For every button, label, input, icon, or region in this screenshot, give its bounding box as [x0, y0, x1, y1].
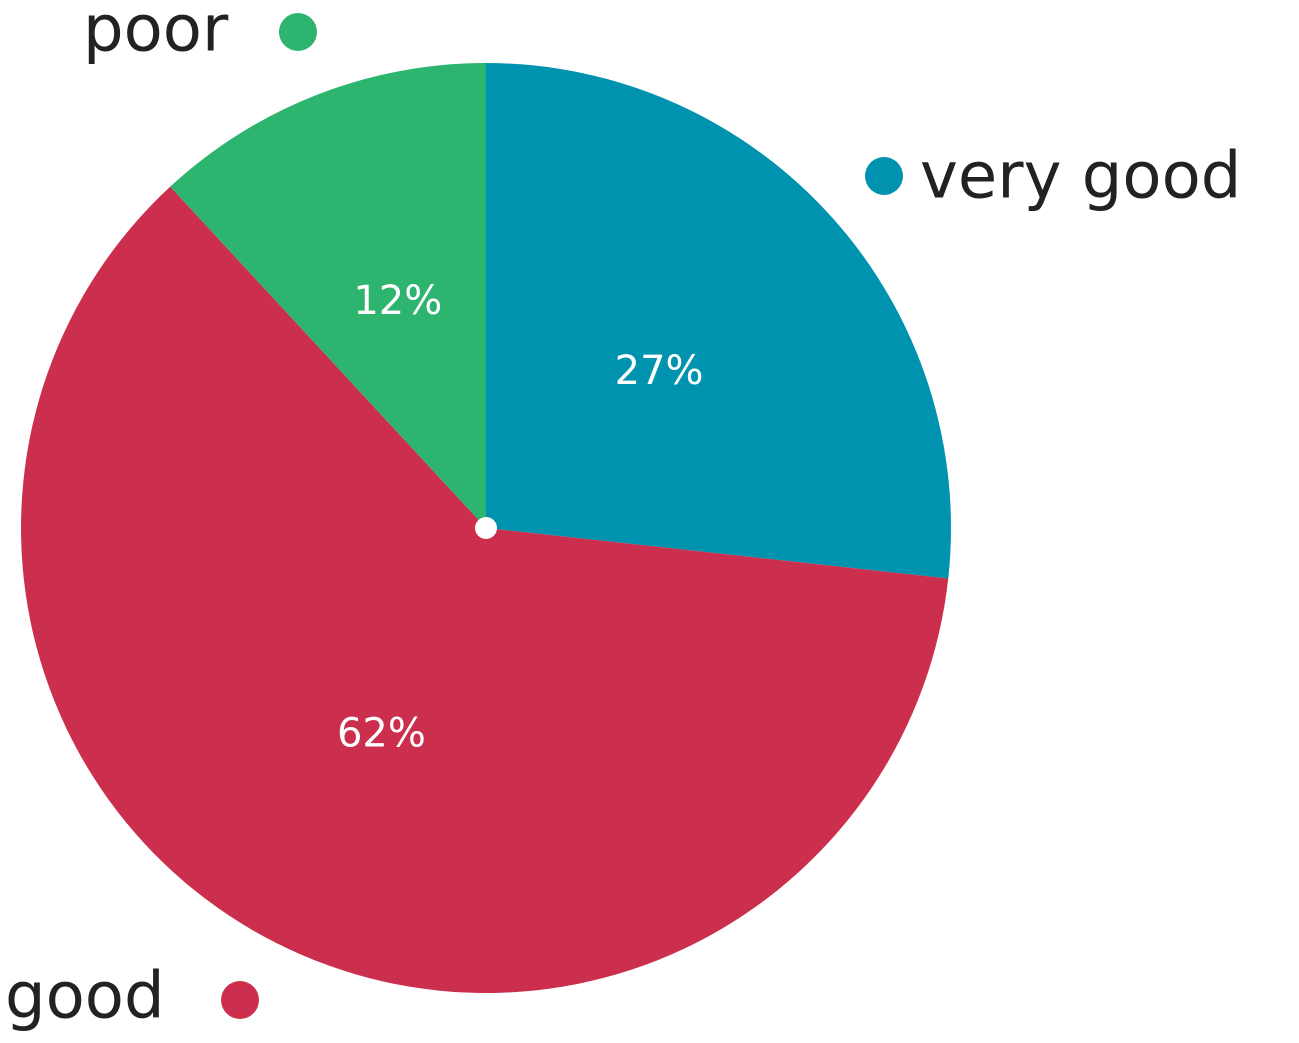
legend-item-good: good	[5, 960, 259, 1034]
legend-item-poor: poor	[83, 0, 317, 67]
pie-slices	[20, 63, 952, 993]
pie-slice-labels: 27% 62% 12%	[337, 278, 704, 757]
pie-center-dot	[475, 517, 497, 539]
legend-good-marker	[221, 981, 259, 1019]
slice-label-poor: 12%	[353, 278, 442, 324]
legend-good-label: good	[5, 960, 165, 1034]
legend-poor-marker	[279, 13, 317, 51]
slice-label-good: 62%	[337, 711, 426, 757]
slice-label-very-good: 27%	[615, 348, 704, 394]
pie-slice-very-good	[486, 63, 952, 579]
legend-very-good-marker	[865, 157, 903, 195]
legend-item-very-good: very good	[865, 140, 1241, 214]
legend-poor-label: poor	[83, 0, 229, 67]
pie-slice-good	[20, 186, 949, 993]
pie-slice-poor	[170, 63, 486, 528]
legend-very-good-label: very good	[920, 140, 1241, 214]
